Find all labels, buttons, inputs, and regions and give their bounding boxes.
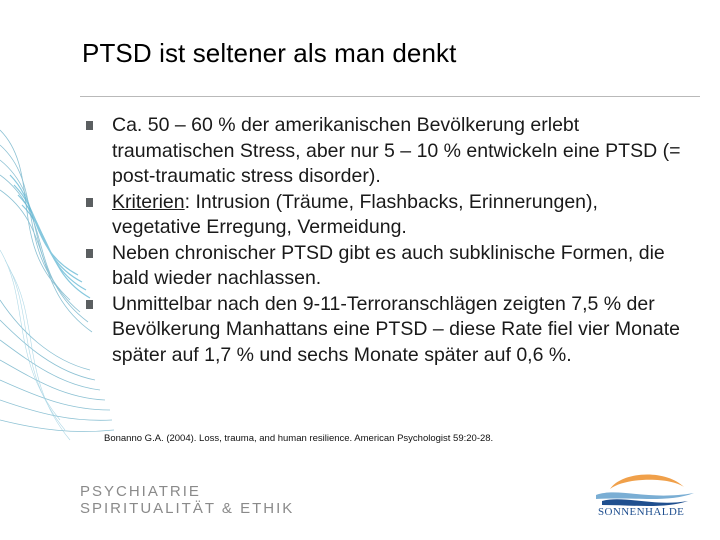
bullet-text: Unmittelbar nach den 9-11-Terroranschläg… <box>112 292 680 366</box>
bullet-square-icon <box>86 299 93 309</box>
logo-text: SONNENHALDE <box>598 506 685 518</box>
slide-title: PTSD ist seltener als man denkt <box>82 38 457 68</box>
bullet-item: Neben chronischer PTSD gibt es auch subk… <box>86 241 692 292</box>
bullet-square-icon <box>86 248 93 258</box>
footer-wordmark: PSYCHIATRIE SPIRITUALITÄT & ETHIK <box>80 483 294 517</box>
bullet-text: Neben chronischer PTSD gibt es auch subk… <box>112 241 665 290</box>
bullet-prefix-underlined: Kriterien <box>112 190 185 213</box>
bullet-item: Unmittelbar nach den 9-11-Terroranschläg… <box>86 292 692 369</box>
bullet-item: Kriterien: Intrusion (Träume, Flashbacks… <box>86 190 692 241</box>
bullet-list: Ca. 50 – 60 % der amerikanischen Bevölke… <box>86 113 692 368</box>
bullet-text: Ca. 50 – 60 % der amerikanischen Bevölke… <box>112 114 681 187</box>
sonnenhalde-logo-icon <box>596 474 694 506</box>
decorative-wave-lines <box>0 129 115 441</box>
citation: Bonanno G.A. (2004). Loss, trauma, and h… <box>104 433 494 444</box>
bullet-text: : Intrusion (Träume, Flashbacks, Erinner… <box>112 190 598 239</box>
footer-line-1: PSYCHIATRIE <box>80 483 201 500</box>
footer-line-2: SPIRITUALITÄT & ETHIK <box>80 500 295 517</box>
bullet-item: Ca. 50 – 60 % der amerikanischen Bevölke… <box>86 113 692 190</box>
title-divider <box>80 96 700 97</box>
bullet-square-icon <box>86 197 93 207</box>
bullet-square-icon <box>86 121 93 130</box>
